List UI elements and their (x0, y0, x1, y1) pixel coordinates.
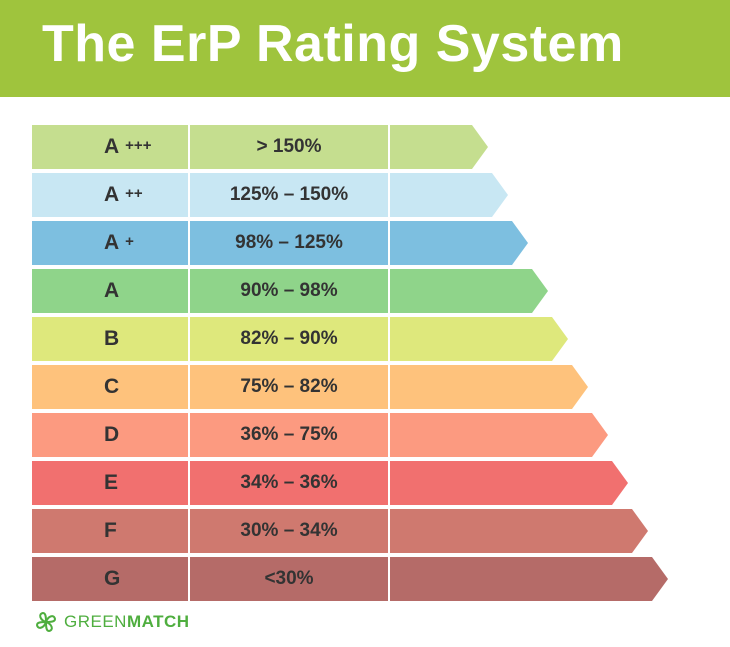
column-divider (388, 509, 390, 553)
column-divider (188, 173, 190, 217)
rating-range: 98% – 125% (235, 232, 343, 253)
column-divider (388, 557, 390, 601)
logo-text-light: GREEN (64, 612, 127, 631)
rating-grade: A +++ (32, 125, 188, 169)
rating-arrow (32, 365, 588, 409)
rating-row: G <30% (32, 557, 668, 601)
rating-grade-plus: ++ (125, 184, 143, 202)
rating-range: 82% – 90% (240, 328, 338, 349)
rating-arrow (32, 317, 568, 361)
column-divider (388, 125, 390, 169)
column-divider (188, 221, 190, 265)
column-divider (388, 461, 390, 505)
rating-grade: G (32, 557, 188, 601)
rating-arrow (32, 461, 628, 505)
rating-arrow-shape (32, 125, 488, 169)
logo: GREENMATCH (34, 610, 190, 634)
column-divider (188, 413, 190, 457)
rating-grade: D (32, 413, 188, 457)
rating-row: A +98% – 125% (32, 221, 528, 265)
rating-row: A ++ 125% – 150% (32, 173, 508, 217)
rating-range: 36% – 75% (240, 424, 338, 445)
rating-row: C 75% – 82% (32, 365, 588, 409)
header-banner: The ErP Rating System (0, 0, 730, 97)
rating-arrow (32, 221, 528, 265)
rating-row: A +++ > 150% (32, 125, 488, 169)
column-divider (188, 125, 190, 169)
column-divider (388, 173, 390, 217)
rating-grade-plus: +++ (125, 136, 152, 154)
column-divider (188, 365, 190, 409)
column-divider (188, 269, 190, 313)
rating-arrow-shape (32, 509, 648, 553)
rating-grade-letter: E (104, 471, 119, 494)
rating-arrow-shape (32, 413, 608, 457)
rating-row: F 30% – 34% (32, 509, 648, 553)
column-divider (388, 269, 390, 313)
rating-grade-letter: A (104, 231, 120, 254)
logo-text-bold: MATCH (126, 612, 190, 631)
page-title: The ErP Rating System (42, 15, 624, 73)
rating-grade-letter: F (104, 519, 117, 542)
rating-arrow-shape (32, 365, 588, 409)
column-divider (388, 317, 390, 361)
rating-range: 90% – 98% (240, 280, 338, 301)
rating-grade: A + (32, 221, 188, 265)
logo-text: GREENMATCH (64, 612, 190, 632)
rating-range: > 150% (256, 136, 322, 157)
rating-grade-letter: D (104, 423, 120, 446)
rating-row: D 36% – 75% (32, 413, 608, 457)
rating-grade: B (32, 317, 188, 361)
column-divider (388, 221, 390, 265)
rating-arrow-shape (32, 461, 628, 505)
rating-row: E 34% – 36% (32, 461, 628, 505)
rating-arrow-shape (32, 269, 548, 313)
column-divider (188, 557, 190, 601)
rating-arrow-shape (32, 317, 568, 361)
rating-grade: C (32, 365, 188, 409)
rating-grade-letter: A (104, 279, 120, 302)
column-divider (388, 365, 390, 409)
rating-grade: A (32, 269, 188, 313)
rating-grade-letter: C (104, 375, 120, 398)
column-divider (188, 317, 190, 361)
rating-grade-letter: A (104, 183, 120, 206)
rating-grade-letter: G (104, 567, 121, 590)
rating-range: 30% – 34% (240, 520, 338, 541)
rating-arrow (32, 557, 668, 601)
rating-arrow-shape (32, 557, 668, 601)
clover-icon (35, 611, 57, 633)
rating-grade: A ++ (32, 173, 188, 217)
rating-range: 125% – 150% (229, 184, 349, 205)
rating-arrow (32, 125, 488, 169)
rating-arrow (32, 509, 648, 553)
rating-arrow-shape (32, 221, 528, 265)
column-divider (188, 461, 190, 505)
rating-arrow (32, 269, 548, 313)
rating-range: 34% – 36% (240, 472, 338, 493)
column-divider (388, 413, 390, 457)
rating-grade: E (32, 461, 188, 505)
rating-range: <30% (264, 568, 314, 589)
rating-range: 75% – 82% (240, 376, 338, 397)
rating-arrow (32, 413, 608, 457)
rating-row: B 82% – 90% (32, 317, 568, 361)
rating-grade-plus: + (125, 232, 134, 250)
rating-grade-letter: B (104, 327, 120, 350)
rating-grade-letter: A (104, 135, 120, 158)
rating-grade: F (32, 509, 188, 553)
rating-row: A 90% – 98% (32, 269, 548, 313)
column-divider (188, 509, 190, 553)
